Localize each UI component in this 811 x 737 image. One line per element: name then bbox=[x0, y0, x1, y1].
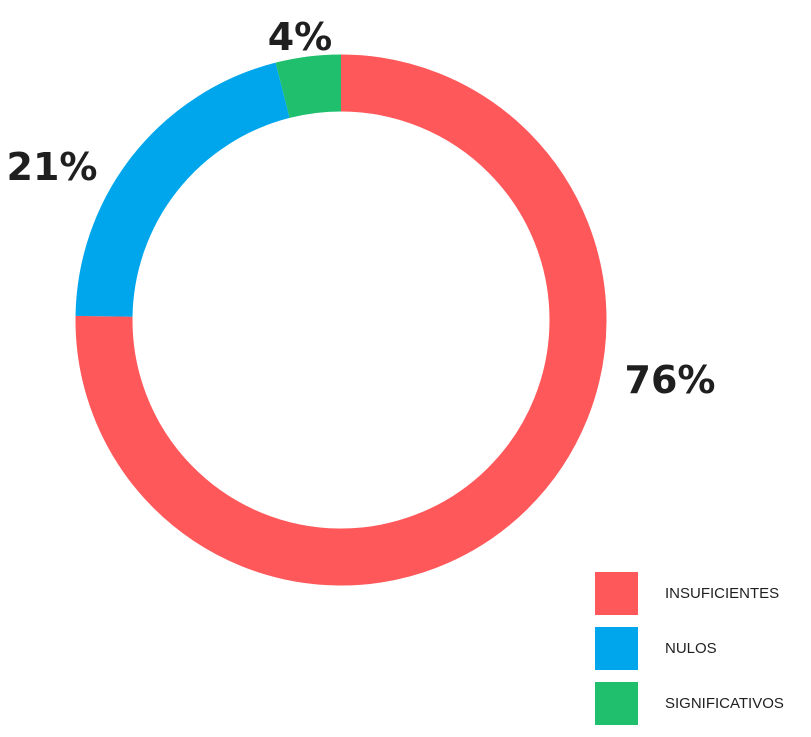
legend-swatch-insuficientes bbox=[595, 572, 638, 615]
slice-label-nulos: 21% bbox=[7, 145, 98, 189]
legend-label-nulos: NULOS bbox=[665, 640, 717, 657]
slice-nulos bbox=[75, 62, 291, 318]
slice-label-significativos: 4% bbox=[268, 15, 333, 59]
legend-swatch-significativos bbox=[595, 682, 638, 725]
legend-label-significativos: SIGNIFICATIVOS bbox=[665, 695, 784, 712]
legend: INSUFICIENTES NULOS SIGNIFICATIVOS bbox=[595, 572, 784, 737]
slice-insuficientes bbox=[75, 54, 607, 586]
legend-swatch-nulos bbox=[595, 627, 638, 670]
legend-item-nulos: NULOS bbox=[595, 627, 784, 670]
slice-label-insuficientes: 76% bbox=[625, 358, 716, 402]
legend-label-insuficientes: INSUFICIENTES bbox=[665, 585, 780, 602]
slice-labels: 76% 21% 4% bbox=[7, 15, 716, 402]
slice-significativos bbox=[275, 54, 342, 119]
legend-item-significativos: SIGNIFICATIVOS bbox=[595, 682, 784, 725]
legend-item-insuficientes: INSUFICIENTES bbox=[595, 572, 784, 615]
donut-slices bbox=[75, 54, 607, 586]
